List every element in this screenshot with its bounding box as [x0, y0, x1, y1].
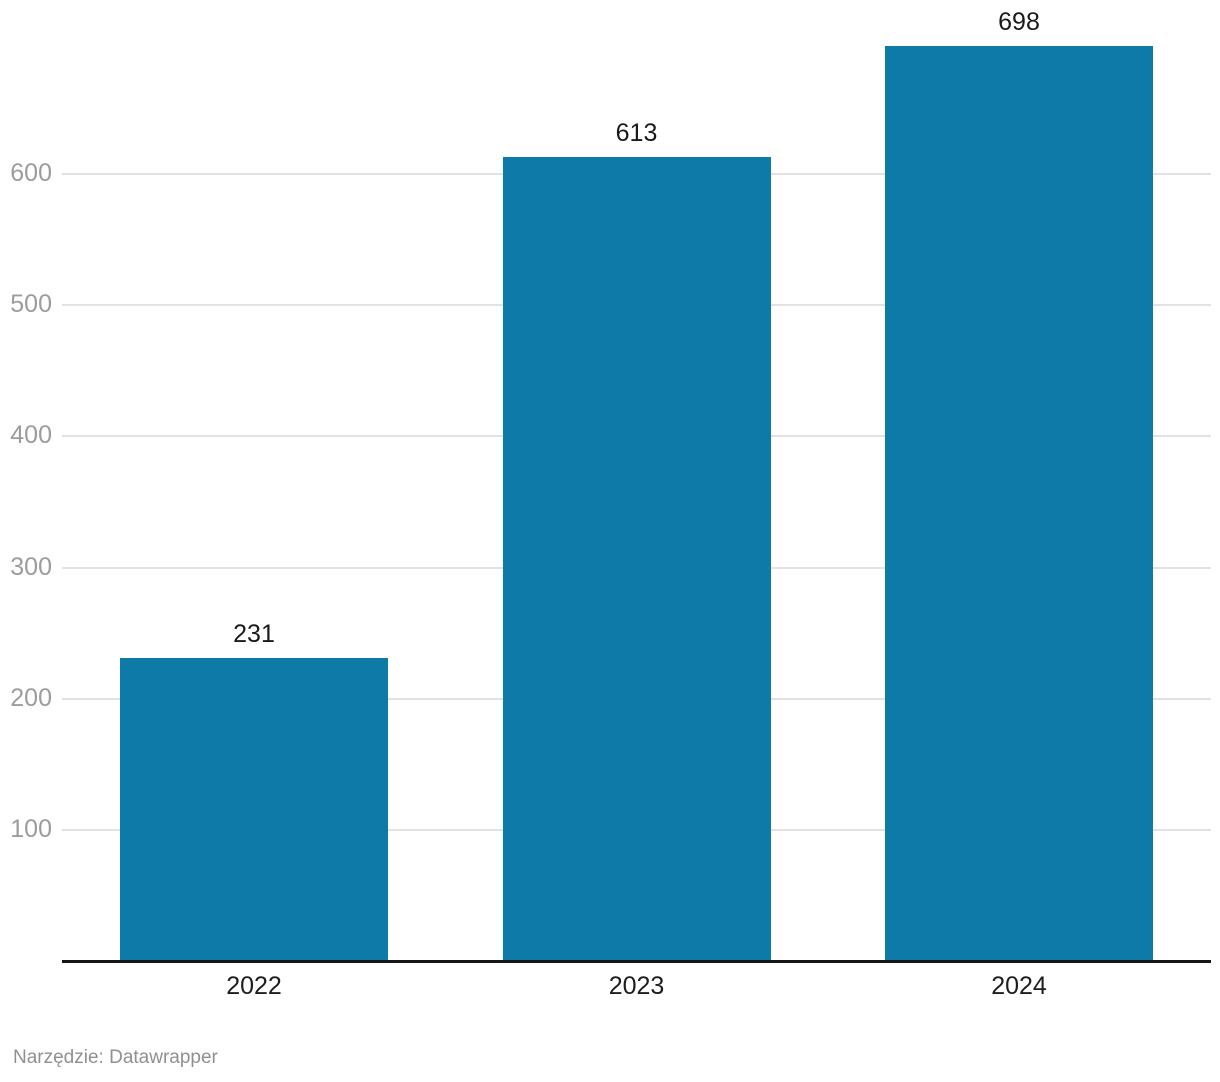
y-tick-label-200: 200 — [10, 683, 52, 712]
y-tick-label-100: 100 — [10, 814, 52, 843]
attribution-text: Narzędzie: Datawrapper — [13, 1047, 218, 1068]
y-tick-label-300: 300 — [10, 552, 52, 581]
bar-2022 — [120, 658, 388, 961]
x-category-label-2024: 2024 — [991, 972, 1047, 1000]
y-tick-label-400: 400 — [10, 421, 52, 450]
bar-value-label-2022: 231 — [233, 620, 275, 649]
bar-value-label-2024: 698 — [998, 7, 1040, 36]
bar-2024 — [885, 45, 1153, 961]
bar-value-label-2023: 613 — [615, 119, 658, 148]
y-tick-label-500: 500 — [10, 290, 52, 319]
bar-2023 — [502, 157, 771, 961]
x-axis-line — [62, 960, 1211, 963]
y-tick-label-600: 600 — [10, 159, 52, 188]
x-category-label-2022: 2022 — [226, 972, 282, 1000]
x-category-label-2023: 2023 — [608, 972, 665, 1000]
